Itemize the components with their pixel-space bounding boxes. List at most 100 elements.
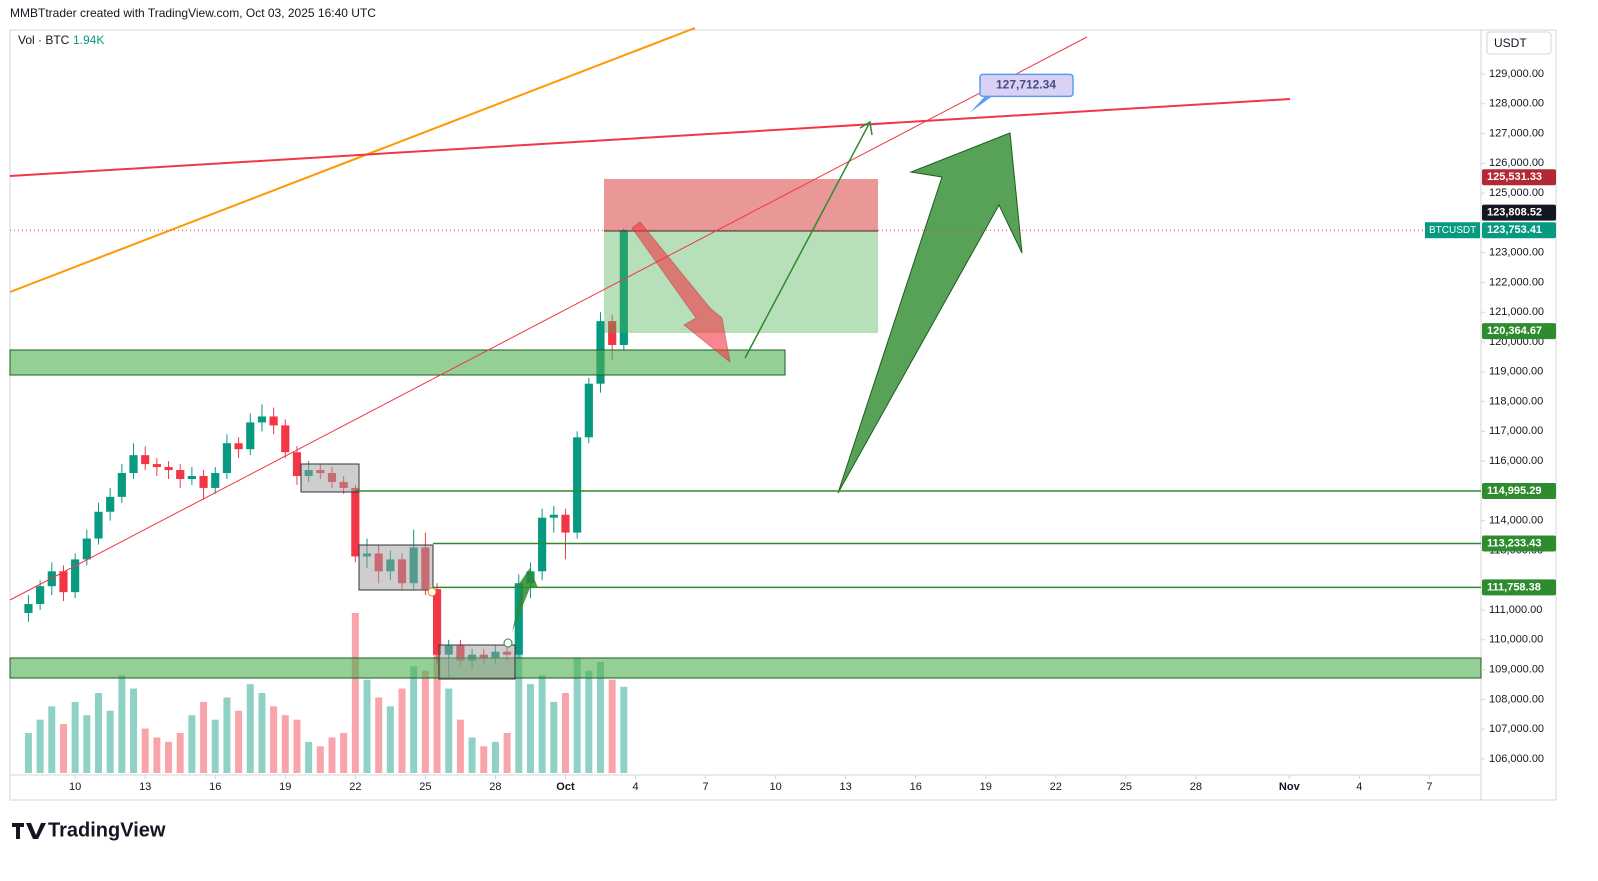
volume-bar [246, 684, 254, 773]
y-tick-label: 110,000.00 [1489, 634, 1543, 646]
price-label-box [1482, 222, 1556, 239]
volume-bar [351, 613, 359, 773]
volume-bar [445, 688, 453, 773]
candle-body [222, 443, 232, 474]
volume-bar [538, 675, 546, 773]
y-tick-label: 123,000.00 [1489, 247, 1544, 259]
volume-bar [71, 701, 79, 773]
price-label: 114,995.29 [1487, 485, 1541, 497]
candle-body [82, 538, 91, 560]
price-label-box [1482, 535, 1556, 552]
candle-body [71, 559, 80, 593]
volume-bar [386, 706, 394, 773]
x-tick-label: 28 [1190, 781, 1202, 793]
volume-bar [153, 737, 161, 773]
symbol: BTCUSDT [1429, 225, 1476, 236]
volume-bar [270, 706, 278, 773]
brand-icon [12, 823, 46, 839]
volume-bar [363, 679, 371, 773]
candle-body [211, 473, 220, 488]
y-tick-label: 111,000.00 [1489, 604, 1542, 616]
path-arrow [744, 121, 871, 359]
x-tick-label: 22 [349, 781, 361, 793]
candle-body [432, 589, 442, 655]
y-tick-label: 108,000.00 [1489, 693, 1544, 705]
volume-legend-label: Vol · BTC [18, 33, 70, 47]
volume-bar [141, 728, 149, 773]
volume-bar [596, 661, 605, 773]
volume-bar [36, 719, 44, 773]
volume-bar [421, 670, 429, 773]
volume-bar [83, 715, 91, 773]
y-tick-label: 116,000.00 [1489, 455, 1543, 467]
price-label-box [1482, 483, 1556, 500]
candle-body [234, 443, 243, 450]
callout-box [979, 73, 1074, 98]
candle-body [561, 514, 570, 533]
x-tick-label: 10 [69, 781, 81, 793]
candle-body [47, 571, 56, 587]
marker [503, 638, 513, 648]
price-label-box [1482, 323, 1556, 340]
support-zone [9, 349, 786, 376]
marker [427, 587, 437, 597]
candle-body [292, 452, 302, 477]
candle-body [59, 571, 68, 593]
y-tick-label: 126,000.00 [1489, 157, 1544, 169]
candle-body [129, 455, 138, 474]
candle-body [246, 422, 255, 450]
y-tick-label: 122,000.00 [1489, 276, 1544, 288]
x-tick-label: Oct [556, 781, 575, 793]
y-tick-label: 109,000.00 [1489, 663, 1544, 675]
up-arrow [837, 132, 1023, 494]
volume-bar [375, 697, 383, 773]
y-tick-label: 106,000.00 [1489, 753, 1544, 765]
y-tick-label: 121,000.00 [1489, 306, 1544, 318]
price-label-box [1482, 169, 1556, 186]
x-tick-label: 7 [703, 781, 709, 793]
price-label: 113,233.43 [1487, 537, 1541, 549]
volume-bar [223, 697, 231, 773]
price-label: 120,364.67 [1487, 325, 1542, 337]
candle-body [152, 464, 161, 468]
currency-button[interactable] [1486, 31, 1552, 55]
candle-body [176, 470, 185, 479]
volume-bar [410, 666, 418, 773]
volume-bar [48, 706, 56, 773]
x-tick-label: 16 [209, 781, 221, 793]
volume-bar [106, 710, 114, 773]
volume-bar [468, 737, 476, 773]
range-box [358, 544, 434, 591]
price-label-box [1482, 204, 1556, 221]
header: MMBTtrader created with TradingView.com,… [10, 6, 376, 20]
x-tick-label: 13 [840, 781, 852, 793]
y-tick-label: 107,000.00 [1489, 723, 1544, 735]
price-label: 125,531.33 [1487, 171, 1542, 183]
callout-label: 127,712.34 [996, 78, 1056, 92]
trendline [9, 36, 1088, 601]
volume-bar [573, 657, 581, 773]
y-tick-label: 125,000.00 [1489, 187, 1544, 199]
candle-body [573, 437, 582, 533]
volume-bar [258, 693, 266, 773]
callout-pointer [970, 96, 992, 113]
volume-bar [188, 715, 196, 773]
volume-bar [235, 710, 243, 773]
x-tick-label: 22 [1050, 781, 1062, 793]
range-box [438, 644, 516, 680]
candle-body [164, 467, 173, 471]
candle-body [281, 425, 290, 453]
x-tick-label: 16 [910, 781, 922, 793]
up-arrow [512, 568, 538, 632]
candle-body [141, 455, 150, 465]
trendline [9, 27, 696, 293]
y-tick-label: 129,000.00 [1489, 68, 1544, 80]
plot [24, 228, 628, 773]
currency[interactable]: USDT [1494, 36, 1527, 50]
y-tick-label: 127,000.00 [1489, 127, 1544, 139]
candle-body [608, 321, 617, 345]
volume-bar [561, 693, 569, 773]
y-tick-label: 118,000.00 [1489, 395, 1543, 407]
volume-bar [165, 741, 173, 773]
